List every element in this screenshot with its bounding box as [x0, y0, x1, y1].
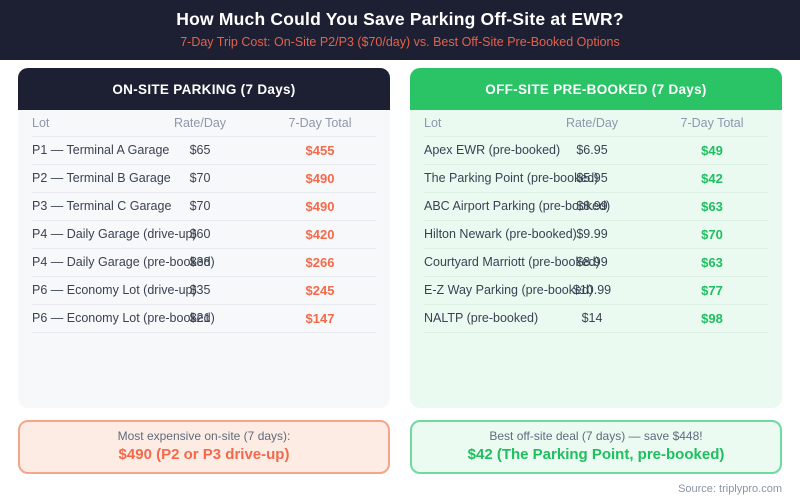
- onsite-panel-header: ON-SITE PARKING (7 Days): [18, 68, 390, 110]
- lot-cell: P1 — Terminal A Garage: [32, 143, 170, 157]
- column-header-total: 7-Day Total: [288, 116, 352, 130]
- onsite-column-header-row: Lot Rate/Day 7-Day Total: [32, 110, 376, 137]
- total-cell: $455: [305, 143, 335, 158]
- table-row: P1 — Terminal A Garage $65 $455: [32, 137, 376, 165]
- lot-cell: Courtyard Marriott (pre-booked): [424, 255, 600, 269]
- offsite-panel: OFF-SITE PRE-BOOKED (7 Days) Lot Rate/Da…: [410, 68, 782, 408]
- page-subtitle: 7-Day Trip Cost: On-Site P2/P3 ($70/day)…: [180, 35, 620, 49]
- offsite-rows: Apex EWR (pre-booked) $6.95 $49 The Parking…: [424, 137, 768, 333]
- total-cell: $42: [701, 171, 723, 186]
- table-row: P2 — Terminal B Garage $70 $490: [32, 165, 376, 193]
- lot-cell: NALTP (pre-booked): [424, 311, 539, 325]
- total-cell: $245: [305, 283, 335, 298]
- total-cell: $77: [701, 283, 723, 298]
- column-header-total: 7-Day Total: [680, 116, 744, 130]
- onsite-callout: Most expensive on-site (7 days): $490 (P…: [18, 420, 390, 474]
- column-header-rate: Rate/Day: [565, 116, 619, 130]
- rate-cell: $14: [581, 311, 603, 325]
- offsite-callout-value: $42 (The Parking Point, pre-booked): [467, 446, 725, 463]
- header-banner: How Much Could You Save Parking Off-Site…: [0, 0, 800, 60]
- rate-cell: $8.99: [576, 199, 608, 213]
- offsite-callout-label: Best off-site deal (7 days) — save $448!: [489, 429, 703, 443]
- column-header-lot: Lot: [424, 116, 442, 130]
- rate-cell: $70: [189, 199, 211, 213]
- rate-cell: $10.99: [572, 283, 612, 297]
- summary-callouts: Most expensive on-site (7 days): $490 (P…: [0, 408, 800, 474]
- total-cell: $63: [701, 255, 723, 270]
- lot-cell: P4 — Daily Garage (pre-booked): [32, 255, 215, 269]
- rate-cell: $21: [189, 311, 211, 325]
- onsite-callout-value: $490 (P2 or P3 drive-up): [118, 446, 290, 463]
- table-row: Hilton Newark (pre-booked) $9.99 $70: [424, 221, 768, 249]
- lot-cell: P3 — Terminal C Garage: [32, 199, 172, 213]
- onsite-rows: P1 — Terminal A Garage $65 $455 P2 — Termin…: [32, 137, 376, 333]
- lot-cell: P6 — Economy Lot (pre-booked): [32, 311, 215, 325]
- offsite-callout: Best off-site deal (7 days) — save $448!…: [410, 420, 782, 474]
- rate-cell: $8.99: [576, 255, 608, 269]
- table-row: P4 — Daily Garage (pre-booked) $38 $266: [32, 249, 376, 277]
- page-title: How Much Could You Save Parking Off-Site…: [176, 9, 624, 29]
- table-row: Apex EWR (pre-booked) $6.95 $49: [424, 137, 768, 165]
- lot-cell: E-Z Way Parking (pre-booked): [424, 283, 594, 297]
- total-cell: $490: [305, 171, 335, 186]
- rate-cell: $35: [189, 283, 211, 297]
- lot-cell: P6 — Economy Lot (drive-up): [32, 283, 197, 297]
- lot-cell: The Parking Point (pre-booked): [424, 171, 599, 185]
- table-row: The Parking Point (pre-booked) $5.95 $42: [424, 165, 768, 193]
- rate-cell: $65: [189, 143, 211, 157]
- column-header-rate: Rate/Day: [173, 116, 227, 130]
- rate-cell: $70: [189, 171, 211, 185]
- onsite-callout-label: Most expensive on-site (7 days):: [117, 429, 291, 443]
- lot-cell: ABC Airport Parking (pre-booked): [424, 199, 611, 213]
- rate-cell: $38: [189, 255, 211, 269]
- lot-cell: Hilton Newark (pre-booked): [424, 227, 577, 241]
- table-row: ABC Airport Parking (pre-booked) $8.99 $63: [424, 193, 768, 221]
- table-row: NALTP (pre-booked) $14 $98: [424, 305, 768, 333]
- total-cell: $70: [701, 227, 723, 242]
- lot-cell: P2 — Terminal B Garage: [32, 171, 171, 185]
- table-row: P6 — Economy Lot (pre-booked) $21 $147: [32, 305, 376, 333]
- comparison-panels: ON-SITE PARKING (7 Days) Lot Rate/Day 7-…: [0, 60, 800, 408]
- rate-cell: $6.95: [576, 143, 608, 157]
- table-row: E-Z Way Parking (pre-booked) $10.99 $77: [424, 277, 768, 305]
- onsite-panel: ON-SITE PARKING (7 Days) Lot Rate/Day 7-…: [18, 68, 390, 408]
- lot-cell: P4 — Daily Garage (drive-up): [32, 227, 197, 241]
- total-cell: $266: [305, 255, 335, 270]
- rate-cell: $5.95: [576, 171, 608, 185]
- total-cell: $49: [701, 143, 723, 158]
- offsite-panel-header: OFF-SITE PRE-BOOKED (7 Days): [410, 68, 782, 110]
- offsite-table: Lot Rate/Day 7-Day Total Apex EWR (pre-b…: [410, 110, 782, 333]
- rate-cell: $9.99: [576, 227, 608, 241]
- lot-cell: Apex EWR (pre-booked): [424, 143, 561, 157]
- total-cell: $63: [701, 199, 723, 214]
- total-cell: $98: [701, 311, 723, 326]
- table-row: P4 — Daily Garage (drive-up) $60 $420: [32, 221, 376, 249]
- total-cell: $147: [305, 311, 335, 326]
- onsite-table: Lot Rate/Day 7-Day Total P1 — Terminal A…: [18, 110, 390, 333]
- offsite-column-header-row: Lot Rate/Day 7-Day Total: [424, 110, 768, 137]
- table-row: Courtyard Marriott (pre-booked) $8.99 $63: [424, 249, 768, 277]
- table-row: P3 — Terminal C Garage $70 $490: [32, 193, 376, 221]
- source-credit: Source: triplypro.com: [678, 483, 782, 495]
- total-cell: $490: [305, 199, 335, 214]
- total-cell: $420: [305, 227, 335, 242]
- rate-cell: $60: [189, 227, 211, 241]
- column-header-lot: Lot: [32, 116, 50, 130]
- table-row: P6 — Economy Lot (drive-up) $35 $245: [32, 277, 376, 305]
